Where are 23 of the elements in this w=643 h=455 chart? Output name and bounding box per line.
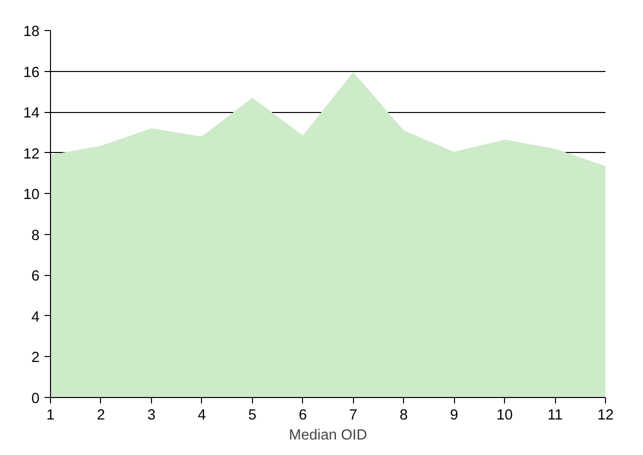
- x-axis-title: Median OID: [288, 428, 368, 444]
- y-tick-label: 10: [23, 187, 40, 204]
- y-tick-label: 12: [23, 146, 40, 162]
- x-tick-label: 11: [547, 408, 563, 424]
- y-tick-label: 6: [31, 268, 40, 285]
- y-tick-label: 18: [23, 24, 40, 40]
- x-tick-label: 5: [248, 408, 256, 424]
- x-tick-label: 2: [96, 408, 106, 424]
- x-tick-label: 3: [147, 408, 156, 424]
- y-tick-label: 14: [23, 106, 40, 122]
- y-tick-label: 8: [31, 228, 40, 244]
- x-tick-label: 9: [450, 408, 458, 424]
- x-tick-label: 8: [400, 408, 408, 424]
- x-tick-label: 6: [298, 408, 307, 424]
- y-tick-label: 16: [23, 64, 40, 81]
- x-tick-label: 1: [46, 408, 55, 424]
- x-tick-label: 12: [597, 408, 614, 424]
- y-tick-label: 0: [31, 391, 40, 407]
- y-tick-label: 2: [31, 350, 40, 366]
- x-tick-label: 10: [496, 408, 513, 424]
- x-tick-label: 7: [349, 408, 358, 424]
- y-tick-label: 4: [31, 309, 40, 326]
- x-tick-label: 4: [198, 408, 206, 424]
